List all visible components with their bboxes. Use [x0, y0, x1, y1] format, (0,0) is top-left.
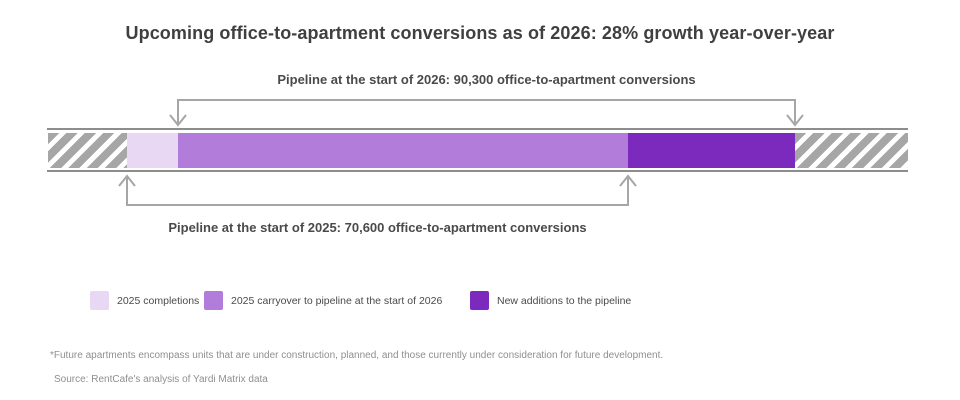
legend-label: 2025 completions — [117, 294, 200, 307]
legend-item-new-additions: New additions to the pipeline — [470, 291, 631, 310]
legend-swatch-2025-completions — [90, 291, 109, 310]
bracket-2025-right-up-arrow-icon — [619, 174, 637, 187]
source-text: Source: RentCafe's analysis of Yardi Mat… — [54, 374, 268, 385]
bracket-2026-right-down-arrow-icon — [786, 114, 804, 127]
legend-item-2025-completions: 2025 completions — [90, 291, 199, 310]
legend-label: New additions to the pipeline — [497, 294, 632, 307]
pipeline-2026-annotation: Pipeline at the start of 2026: 90,300 of… — [277, 72, 696, 87]
conversion-pipeline-bar — [48, 133, 908, 168]
bar-left-hatch-cap — [48, 133, 127, 168]
legend-swatch-new-additions — [470, 291, 489, 310]
bar-right-hatch-cap — [795, 133, 908, 168]
bar-segment-2025-carryover — [178, 133, 628, 168]
bar-segment-new-additions — [628, 133, 795, 168]
pipeline-2025-annotation: Pipeline at the start of 2025: 70,600 of… — [168, 220, 587, 235]
chart-title: Upcoming office-to-apartment conversions… — [125, 23, 835, 43]
bracket-2025-left-up-arrow-icon — [118, 174, 136, 187]
legend-swatch-2025-carryover — [204, 291, 223, 310]
bar-segment-2025-completions — [127, 133, 178, 168]
bracket-2026-left-down-arrow-icon — [169, 114, 187, 127]
bracket-2026 — [177, 99, 796, 123]
footnote-text: *Future apartments encompass units that … — [50, 350, 664, 361]
legend-label: 2025 carryover to pipeline at the start … — [231, 294, 443, 307]
bracket-2025 — [126, 177, 629, 206]
legend-item-2025-carryover: 2025 carryover to pipeline at the start … — [204, 291, 442, 310]
